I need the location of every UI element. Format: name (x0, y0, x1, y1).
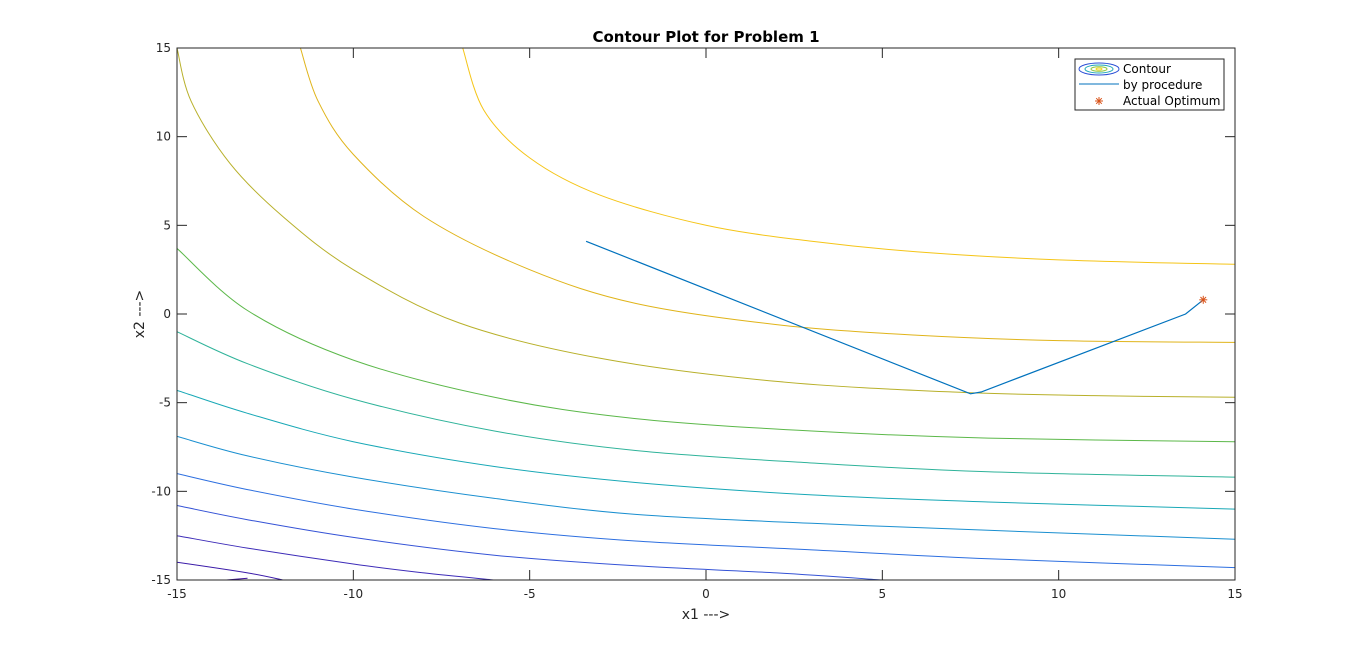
contour-line (177, 48, 1235, 398)
contour-line (299, 48, 1235, 343)
y-tick-label: -15 (151, 573, 171, 587)
x-tick-label: 10 (1051, 587, 1066, 601)
contour-line (462, 48, 1235, 265)
x-tick-label: -10 (343, 587, 363, 601)
legend-contour-swatch (1078, 62, 1120, 76)
procedure-path-line (585, 240, 1204, 395)
y-tick-labels: -15 -10 -5 0 5 10 15 (151, 41, 171, 587)
contour-line (177, 389, 1235, 510)
x-tick-label: 5 (878, 587, 886, 601)
contour-line (177, 535, 495, 580)
contour-line (177, 248, 1235, 443)
contour-line (177, 331, 1235, 478)
legend-label-optimum: Actual Optimum (1123, 94, 1221, 108)
x-tick-label: 15 (1227, 587, 1242, 601)
x-axis-label: x1 ---> (682, 607, 731, 623)
axis-ticks (176, 47, 1236, 581)
legend-label-procedure: by procedure (1123, 78, 1202, 92)
y-axis-label: x2 ---> (132, 290, 148, 339)
x-tick-label: -15 (167, 587, 187, 601)
y-tick-label: -5 (159, 396, 171, 410)
y-tick-label: 10 (156, 130, 171, 144)
y-tick-label: 0 (163, 307, 171, 321)
y-tick-label: -10 (151, 484, 171, 498)
chart-title: Contour Plot for Problem 1 (592, 28, 819, 46)
x-tick-labels: -15 -10 -5 0 5 10 15 (167, 587, 1242, 601)
contour-line (177, 505, 883, 580)
optimum-marker-layer (1199, 295, 1208, 304)
x-tick-label: -5 (524, 587, 536, 601)
legend-label-contour: Contour (1123, 62, 1171, 76)
contour-line (177, 473, 1235, 569)
procedure-path-layer (585, 240, 1204, 395)
legend-asterisk-icon (1095, 97, 1103, 105)
plot-area (177, 48, 1235, 580)
x-tick-label: 0 (702, 587, 710, 601)
actual-optimum-marker (1199, 295, 1208, 304)
contour-line (177, 561, 283, 580)
contour-line (177, 435, 1235, 540)
y-tick-label: 15 (156, 41, 171, 55)
y-tick-label: 5 (163, 218, 171, 232)
contour-lines (177, 48, 1235, 580)
legend: Contour by procedure Actual Optimum (1074, 58, 1225, 111)
